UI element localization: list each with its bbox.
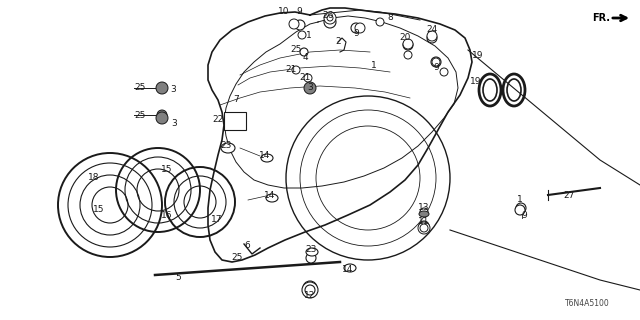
Text: 7: 7 [233,95,239,105]
Circle shape [156,82,168,94]
Circle shape [289,19,299,29]
Circle shape [157,83,167,93]
Text: 27: 27 [563,190,575,199]
Text: 25: 25 [134,84,146,92]
Text: FR.: FR. [592,13,610,23]
Text: 13: 13 [419,204,429,212]
Circle shape [440,68,448,76]
Text: 1: 1 [306,30,312,39]
Circle shape [292,66,300,74]
Circle shape [418,222,430,234]
Text: 26: 26 [323,11,333,20]
Text: 25: 25 [291,45,301,54]
Circle shape [305,285,315,295]
Text: 16: 16 [161,211,173,220]
Circle shape [420,224,428,232]
Text: 23: 23 [305,245,317,254]
Circle shape [302,282,318,298]
Circle shape [304,74,312,82]
Circle shape [324,16,336,28]
Circle shape [300,48,308,56]
Circle shape [403,40,413,50]
Text: 1: 1 [371,60,377,69]
Text: 1: 1 [517,196,523,204]
Circle shape [304,82,316,94]
Text: T6N4A5100: T6N4A5100 [565,299,610,308]
Text: 9: 9 [353,29,359,38]
Circle shape [295,20,305,30]
Text: 22: 22 [212,116,223,124]
Text: 3: 3 [171,119,177,129]
Circle shape [515,205,525,215]
Text: 17: 17 [211,215,223,225]
Text: 8: 8 [387,13,393,22]
Text: 9: 9 [296,7,302,17]
Text: 2: 2 [335,37,341,46]
Circle shape [420,208,428,216]
Text: 21: 21 [285,66,297,75]
Circle shape [432,58,440,66]
Text: 20: 20 [399,34,411,43]
Text: 19: 19 [472,51,484,60]
Circle shape [376,18,384,26]
Circle shape [324,12,336,24]
Circle shape [351,23,361,33]
Text: 3: 3 [307,84,313,92]
Text: 4: 4 [302,53,308,62]
Text: 14: 14 [259,150,271,159]
Ellipse shape [221,143,235,153]
Circle shape [157,110,167,120]
Circle shape [419,221,429,231]
Text: 25: 25 [231,253,243,262]
Text: 3: 3 [170,85,176,94]
Ellipse shape [344,264,356,272]
Circle shape [303,281,317,295]
Text: 9: 9 [521,211,527,220]
Text: 15: 15 [93,205,105,214]
Circle shape [355,23,365,33]
Text: 12: 12 [304,292,316,300]
Text: 11: 11 [419,218,429,227]
Circle shape [516,203,526,213]
Ellipse shape [261,154,273,162]
Text: 14: 14 [264,190,276,199]
Circle shape [306,253,316,263]
Text: 25: 25 [134,110,146,119]
Circle shape [427,31,437,41]
Circle shape [427,33,437,43]
Text: 21: 21 [300,74,310,83]
Circle shape [298,31,306,39]
Ellipse shape [306,248,318,256]
Circle shape [404,51,412,59]
Text: 23: 23 [220,140,232,149]
Ellipse shape [419,211,429,217]
Text: 24: 24 [426,26,438,35]
Circle shape [431,57,441,67]
Circle shape [403,39,413,49]
Text: 14: 14 [342,266,354,275]
Text: 15: 15 [161,165,173,174]
Circle shape [327,15,333,21]
Bar [224,112,246,130]
Text: 9: 9 [433,63,439,73]
Text: 10: 10 [278,7,290,17]
Text: 5: 5 [175,273,181,282]
Text: 19: 19 [470,77,482,86]
Text: 18: 18 [88,173,100,182]
Text: 6: 6 [244,241,250,250]
Circle shape [156,112,168,124]
Ellipse shape [266,194,278,202]
